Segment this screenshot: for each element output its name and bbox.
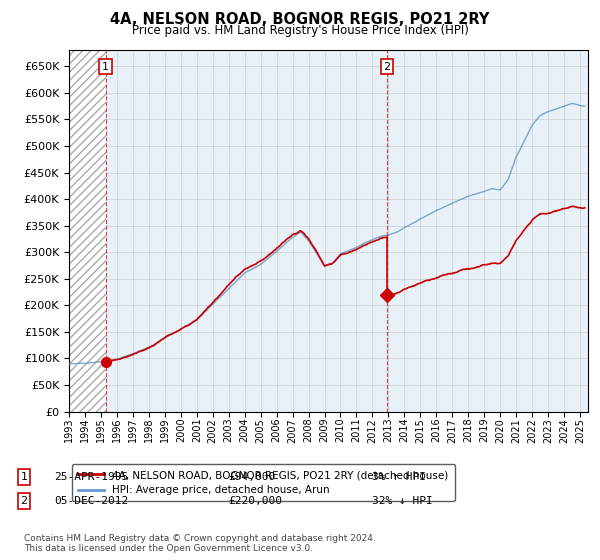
Text: 1: 1 xyxy=(102,62,109,72)
Text: 1: 1 xyxy=(20,472,28,482)
Text: 4A, NELSON ROAD, BOGNOR REGIS, PO21 2RY: 4A, NELSON ROAD, BOGNOR REGIS, PO21 2RY xyxy=(110,12,490,27)
Text: 2: 2 xyxy=(20,496,28,506)
Text: 32% ↓ HPI: 32% ↓ HPI xyxy=(372,496,433,506)
Text: 25-APR-1995: 25-APR-1995 xyxy=(54,472,128,482)
Text: £94,000: £94,000 xyxy=(228,472,275,482)
Bar xyxy=(69,50,106,412)
Legend: 4A, NELSON ROAD, BOGNOR REGIS, PO21 2RY (detached house), HPI: Average price, de: 4A, NELSON ROAD, BOGNOR REGIS, PO21 2RY … xyxy=(71,464,455,501)
Text: 3% ↑ HPI: 3% ↑ HPI xyxy=(372,472,426,482)
Text: Price paid vs. HM Land Registry's House Price Index (HPI): Price paid vs. HM Land Registry's House … xyxy=(131,24,469,36)
Text: £220,000: £220,000 xyxy=(228,496,282,506)
Text: Contains HM Land Registry data © Crown copyright and database right 2024.
This d: Contains HM Land Registry data © Crown c… xyxy=(24,534,376,553)
Text: 05-DEC-2012: 05-DEC-2012 xyxy=(54,496,128,506)
Text: 2: 2 xyxy=(383,62,391,72)
